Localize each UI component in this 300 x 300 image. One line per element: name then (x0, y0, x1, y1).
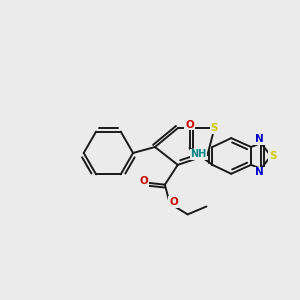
Text: N: N (255, 167, 264, 177)
Text: S: S (211, 123, 218, 133)
Text: O: O (169, 197, 178, 207)
Text: O: O (139, 176, 148, 186)
Text: NH: NH (190, 149, 207, 159)
Text: O: O (185, 120, 194, 130)
Text: N: N (255, 134, 264, 145)
Text: S: S (269, 151, 277, 161)
